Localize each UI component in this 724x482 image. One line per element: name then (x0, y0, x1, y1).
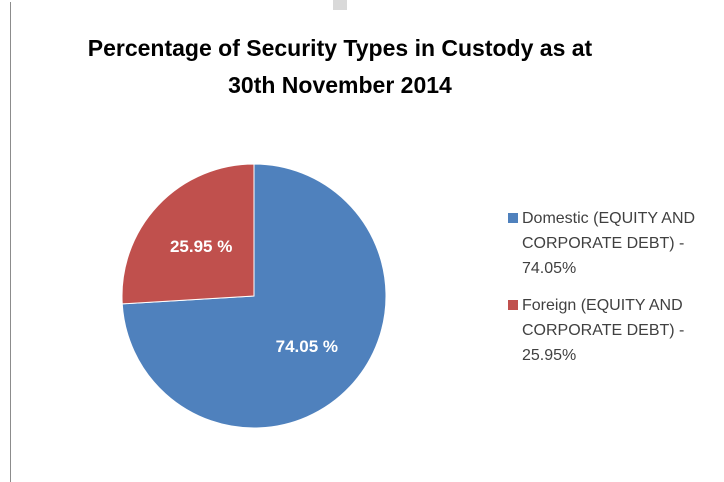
pie-slices (121, 163, 387, 429)
legend-swatch-domestic (508, 213, 518, 223)
top-edge-mark (333, 0, 347, 10)
legend-label-domestic: Domestic (EQUITY AND CORPORATE DEBT) - 7… (522, 210, 696, 277)
legend-label-foreign: Foreign (EQUITY AND CORPORATE DEBT) - 25… (522, 297, 685, 364)
chart-title: Percentage of Security Types in Custody … (10, 30, 670, 104)
legend: Domestic (EQUITY AND CORPORATE DEBT) - 7… (508, 206, 718, 380)
legend-swatch-foreign (508, 300, 518, 310)
data-label-foreign: 25.95 % (170, 237, 232, 256)
legend-item-domestic: Domestic (EQUITY AND CORPORATE DEBT) - 7… (508, 206, 718, 281)
legend-item-foreign: Foreign (EQUITY AND CORPORATE DEBT) - 25… (508, 293, 718, 368)
chart-frame (10, 2, 724, 482)
chart-title-line-2: 30th November 2014 (228, 72, 452, 98)
data-label-domestic: 74.05 % (276, 337, 338, 356)
pie-slice-foreign (121, 163, 255, 305)
chart-title-line-1: Percentage of Security Types in Custody … (87, 35, 593, 61)
pie-labels: 74.05 % 25.95 % (170, 237, 338, 356)
